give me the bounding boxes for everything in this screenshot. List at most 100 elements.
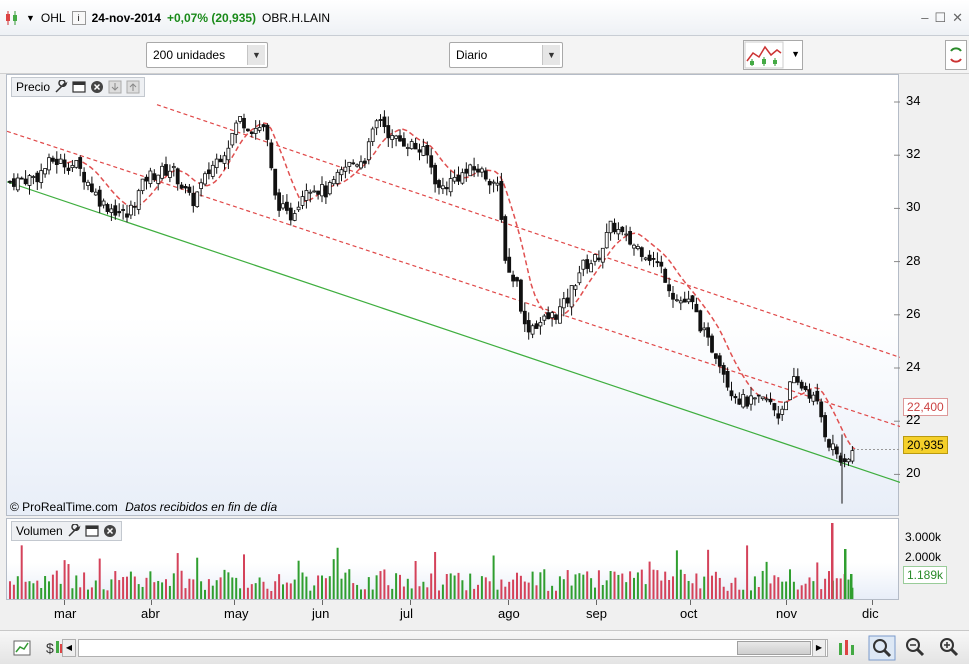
move-up-icon[interactable] — [126, 80, 140, 94]
candle-body — [210, 164, 215, 177]
scroll-right-button[interactable]: ▶ — [812, 639, 826, 657]
candle — [448, 170, 453, 197]
x-tick-mark — [151, 600, 152, 605]
candle-body — [784, 401, 788, 411]
volume-bar — [79, 587, 82, 599]
candle — [281, 195, 285, 211]
candle — [764, 394, 769, 403]
volume-chart[interactable] — [7, 519, 900, 601]
units-dropdown[interactable]: 200 unidades ▼ — [146, 42, 268, 68]
symbol-dropdown-arrow[interactable]: ▼ — [26, 12, 35, 23]
period-value: Diario — [456, 48, 488, 62]
wrench-icon[interactable] — [54, 80, 68, 94]
price-chart[interactable] — [7, 75, 900, 517]
x-tick-mark — [872, 600, 873, 605]
candle-body — [148, 170, 153, 184]
chevron-down-icon[interactable]: ▼ — [247, 45, 265, 65]
info-icon[interactable]: i — [71, 10, 86, 25]
candle-body — [749, 395, 753, 405]
candle — [663, 267, 668, 283]
volume-bar — [800, 585, 803, 599]
volume-bar — [51, 574, 54, 599]
close-window-icon[interactable]: ✕ — [952, 10, 963, 25]
volume-bar — [293, 579, 296, 599]
candlestick-icon[interactable] — [4, 10, 20, 26]
candle-body — [66, 167, 71, 171]
volume-bar — [714, 571, 717, 599]
close-icon[interactable] — [103, 524, 117, 538]
x-tick-label: abr — [141, 606, 160, 621]
candle-body — [737, 398, 742, 405]
candle-body — [23, 178, 28, 185]
candle — [351, 159, 356, 165]
volume-bar — [410, 588, 413, 599]
candle-body — [452, 176, 457, 182]
candle-body — [741, 393, 746, 408]
wrench-icon[interactable] — [67, 524, 81, 538]
candle-body — [717, 355, 722, 367]
period-dropdown[interactable]: Diario ▼ — [449, 42, 563, 68]
candle-body — [351, 162, 356, 165]
volume-panel[interactable]: Volumen — [6, 518, 899, 600]
volume-bar — [746, 545, 749, 599]
candle — [312, 185, 317, 193]
volume-bar — [636, 572, 639, 599]
candle — [214, 153, 219, 174]
refresh-button[interactable] — [945, 40, 967, 70]
candle-body — [359, 161, 363, 169]
indicator-icon[interactable]: $ — [44, 637, 66, 659]
candle-body — [573, 285, 578, 290]
candle — [82, 167, 86, 190]
last-price-tag: 20,935 — [903, 436, 948, 454]
chart-type-selector[interactable]: ▼ — [743, 40, 803, 70]
candle-body — [242, 117, 246, 129]
candle — [675, 294, 679, 303]
window-icon[interactable] — [85, 524, 99, 538]
candle-body — [429, 155, 434, 168]
candle — [39, 163, 44, 189]
volume-bar — [180, 570, 183, 599]
close-icon[interactable] — [90, 80, 104, 94]
symbol-label[interactable]: OHL — [40, 10, 66, 25]
candle — [249, 131, 254, 138]
candle-body — [425, 144, 430, 156]
candle — [725, 367, 730, 391]
candle — [90, 176, 94, 193]
volume-bar — [254, 583, 257, 599]
candle — [558, 298, 562, 324]
candle-body — [206, 169, 211, 175]
volume-bar — [488, 581, 491, 599]
volume-bar — [535, 585, 538, 599]
volume-bar — [789, 569, 791, 599]
candle — [756, 394, 761, 403]
move-down-icon[interactable] — [108, 80, 122, 94]
volume-bar — [176, 553, 179, 599]
scrollbar-thumb[interactable] — [737, 641, 811, 655]
candle — [842, 453, 847, 468]
candle — [273, 168, 278, 200]
candle — [429, 148, 434, 175]
candle-body — [632, 244, 636, 249]
candle-body — [667, 284, 671, 292]
volume-bar — [558, 576, 561, 599]
moving-average-line — [66, 122, 856, 450]
scroll-left-button[interactable]: ◀ — [62, 639, 76, 657]
window-icon[interactable] — [72, 80, 86, 94]
minimize-icon[interactable]: – — [921, 10, 929, 25]
candle — [222, 151, 227, 170]
zoom-in-icon[interactable] — [938, 636, 960, 658]
price-chart-panel[interactable]: Precio © ProRealTime.com Datos recibidos… — [6, 74, 900, 517]
candle — [753, 397, 757, 406]
zoom-out-icon[interactable] — [904, 636, 926, 658]
horizontal-scrollbar[interactable] — [78, 639, 828, 657]
maximize-icon[interactable]: ☐ — [934, 10, 947, 25]
chevron-down-icon[interactable]: ▼ — [791, 49, 800, 59]
volume-bar — [44, 576, 47, 599]
chart-add-icon[interactable] — [12, 637, 34, 659]
volume-bar — [161, 582, 164, 599]
candle-body — [850, 450, 855, 462]
zoom-area-icon[interactable] — [868, 635, 896, 661]
chevron-down-icon[interactable]: ▼ — [542, 45, 560, 65]
autoscale-icon[interactable] — [836, 637, 858, 659]
volume-bar — [285, 582, 288, 599]
